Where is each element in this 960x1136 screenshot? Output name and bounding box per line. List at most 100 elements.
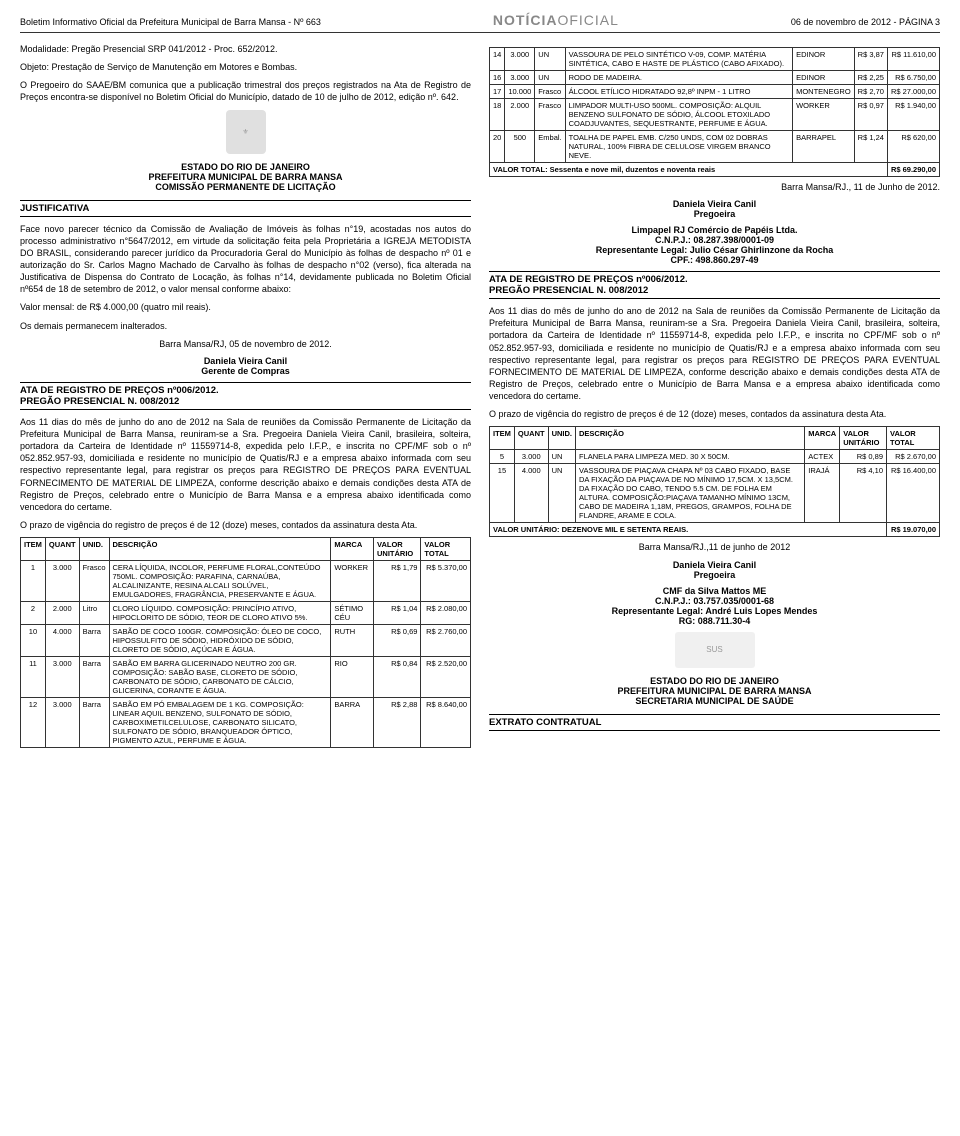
signature-2: Daniela Vieira Canil Pregoeira — [489, 199, 940, 219]
table-cell: UN — [548, 464, 575, 523]
table-cell: R$ 11.610,00 — [887, 48, 939, 71]
table-row: 1710.000FrascoÁLCOOL ETÍLICO HIDRATADO 9… — [490, 85, 940, 99]
table-cell: ÁLCOOL ETÍLICO HIDRATADO 92,8º INPM - 1 … — [565, 85, 792, 99]
table-cell: R$ 2.520,00 — [421, 657, 471, 698]
empresa-1: Limpapel RJ Comércio de Papéis Ltda. C.N… — [489, 225, 940, 265]
t3-col-quant: QUANT — [514, 427, 548, 450]
table-cell: R$ 27.000,00 — [887, 85, 939, 99]
table-row: 154.000UNVASSOURA DE PIAÇAVA CHAPA Nº 03… — [490, 464, 940, 523]
table-cell: SABÃO EM BARRA GLICERINADO NEUTRO 200 GR… — [109, 657, 331, 698]
left-column: Modalidade: Pregão Presencial SRP 041/20… — [20, 43, 471, 752]
justificativa-header: JUSTIFICATIVA — [20, 200, 471, 217]
sus-logo-icon: SUS — [675, 632, 755, 668]
table-cell: R$ 3,87 — [854, 48, 887, 71]
table-cell: 3.000 — [45, 657, 79, 698]
t2-total-value: R$ 69.290,00 — [887, 163, 939, 177]
table-cell: R$ 2.670,00 — [887, 450, 940, 464]
sig2-name: Daniela Vieira Canil — [489, 199, 940, 209]
t1-col-item: ITEM — [21, 538, 46, 561]
header-center: NOTÍCIAOFICIAL — [493, 12, 619, 28]
table-cell: R$ 0,84 — [374, 657, 421, 698]
table-cell: R$ 0,89 — [840, 450, 887, 464]
prazo2-text: O prazo de vigência do registro de preço… — [489, 408, 940, 420]
ata2-header: ATA DE REGISTRO DE PREÇOS nº006/2012. PR… — [489, 271, 940, 299]
table-cell: Embal. — [535, 131, 565, 163]
table-cell: R$ 0,69 — [374, 625, 421, 657]
table-row: 104.000BarraSABÃO DE COCO 100GR. COMPOSI… — [21, 625, 471, 657]
table-cell: 11 — [21, 657, 46, 698]
table-cell: 15 — [490, 464, 515, 523]
table-cell: R$ 8.640,00 — [421, 698, 471, 748]
table-cell: BARRA — [331, 698, 374, 748]
sig1-name: Daniela Vieira Canil — [20, 356, 471, 366]
table-cell: 10 — [21, 625, 46, 657]
signature-3: Daniela Vieira Canil Pregoeira — [489, 560, 940, 580]
table-cell: IRAJÁ — [805, 464, 840, 523]
ata-hdr-line2: PREGÃO PRESENCIAL N. 008/2012 — [20, 396, 471, 407]
t1-col-unid: UNID. — [79, 538, 109, 561]
table-cell: RUTH — [331, 625, 374, 657]
table-cell: UN — [535, 71, 565, 85]
t3-total-label: VALOR UNITÁRIO: DEZENOVE MIL E SETENTA R… — [490, 523, 887, 537]
table-cell: CERA LÍQUIDA, INCOLOR, PERFUME FLORAL,CO… — [109, 561, 331, 602]
empresa1-rep: Representante Legal: Julio César Ghirlin… — [489, 245, 940, 255]
t3-total-value: R$ 19.070,00 — [887, 523, 940, 537]
comissao-line: COMISSÃO PERMANENTE DE LICITAÇÃO — [20, 182, 471, 192]
empresa1-name: Limpapel RJ Comércio de Papéis Ltda. — [489, 225, 940, 235]
sig2-role: Pregoeira — [489, 209, 940, 219]
t1-col-marca: MARCA — [331, 538, 374, 561]
table-cell: TOALHA DE PAPEL EMB. C/250 UNDS, COM 02 … — [565, 131, 792, 163]
justificativa-text: Face novo parecer técnico da Comissão de… — [20, 223, 471, 296]
table-cell: UN — [535, 48, 565, 71]
sig1-role: Gerente de Compras — [20, 366, 471, 376]
table-row: 123.000BarraSABÃO EM PÓ EMBALAGEM DE 1 K… — [21, 698, 471, 748]
table-cell: VASSOURA DE PELO SINTÉTICO V-09, COMP. M… — [565, 48, 792, 71]
right-column: 143.000UNVASSOURA DE PELO SINTÉTICO V-09… — [489, 43, 940, 752]
table-3-total-row: VALOR UNITÁRIO: DEZENOVE MIL E SETENTA R… — [490, 523, 940, 537]
ata-header: ATA DE REGISTRO DE PREÇOS nº006/2012. PR… — [20, 382, 471, 410]
header-center-a: NOTÍCIA — [493, 12, 558, 28]
sig3-role: Pregoeira — [489, 570, 940, 580]
org-heading-1: ESTADO DO RIO DE JANEIRO PREFEITURA MUNI… — [20, 162, 471, 192]
table-cell: RIO — [331, 657, 374, 698]
table-cell: VASSOURA DE PIAÇAVA CHAPA Nº 03 CABO FIX… — [576, 464, 805, 523]
table-cell: R$ 620,00 — [887, 131, 939, 163]
demais-inalterados: Os demais permanecem inalterados. — [20, 320, 471, 332]
table-cell: WORKER — [793, 99, 855, 131]
t2-total-label: VALOR TOTAL: Sessenta e nove mil, duzent… — [490, 163, 888, 177]
table-row: 143.000UNVASSOURA DE PELO SINTÉTICO V-09… — [490, 48, 940, 71]
table-row: 20500Embal.TOALHA DE PAPEL EMB. C/250 UN… — [490, 131, 940, 163]
table-cell: 2.000 — [45, 602, 79, 625]
table-cell: 16 — [490, 71, 505, 85]
table-cell: Litro — [79, 602, 109, 625]
table-cell: 3.000 — [505, 71, 535, 85]
table-row: 113.000BarraSABÃO EM BARRA GLICERINADO N… — [21, 657, 471, 698]
extrato-header: EXTRATO CONTRATUAL — [489, 714, 940, 731]
t1-col-quant: QUANT — [45, 538, 79, 561]
empresa-2: CMF da Silva Mattos ME C.N.P.J.: 03.757.… — [489, 586, 940, 626]
empresa1-cpf: CPF.: 498.860.297-49 — [489, 255, 940, 265]
data-3: Barra Mansa/RJ.,11 de junho de 2012 — [489, 541, 940, 553]
t3-col-desc: DESCRIÇÃO — [576, 427, 805, 450]
coat-of-arms-icon: ⚜ — [226, 110, 266, 154]
table-cell: 14 — [490, 48, 505, 71]
objeto: Objeto: Prestação de Serviço de Manutenç… — [20, 61, 471, 73]
table-cell: R$ 2.080,00 — [421, 602, 471, 625]
table-cell: EDINOR — [793, 71, 855, 85]
table-3-head: ITEM QUANT UNID. DESCRIÇÃO MARCA VALOR U… — [490, 427, 940, 450]
table-cell: CLORO LÍQUIDO. COMPOSIÇÃO: PRINCÍPIO ATI… — [109, 602, 331, 625]
table-row: 53.000UNFLANELA PARA LIMPEZA MED. 30 X 5… — [490, 450, 940, 464]
table-cell: MONTENEGRO — [793, 85, 855, 99]
table-cell: R$ 1,79 — [374, 561, 421, 602]
empresa2-name: CMF da Silva Mattos ME — [489, 586, 940, 596]
header-center-b: OFICIAL — [557, 12, 618, 28]
estado2-line: ESTADO DO RIO DE JANEIRO — [489, 676, 940, 686]
table-cell: 10.000 — [505, 85, 535, 99]
table-cell: 3.000 — [45, 561, 79, 602]
table-cell: 3.000 — [45, 698, 79, 748]
t1-col-vunit: VALOR UNITÁRIO — [374, 538, 421, 561]
pregoeiro-text: O Pregoeiro do SAAE/BM comunica que a pu… — [20, 79, 471, 103]
modalidade: Modalidade: Pregão Presencial SRP 041/20… — [20, 43, 471, 55]
table-3: ITEM QUANT UNID. DESCRIÇÃO MARCA VALOR U… — [489, 426, 940, 537]
empresa2-rg: RG: 088.711.30-4 — [489, 616, 940, 626]
